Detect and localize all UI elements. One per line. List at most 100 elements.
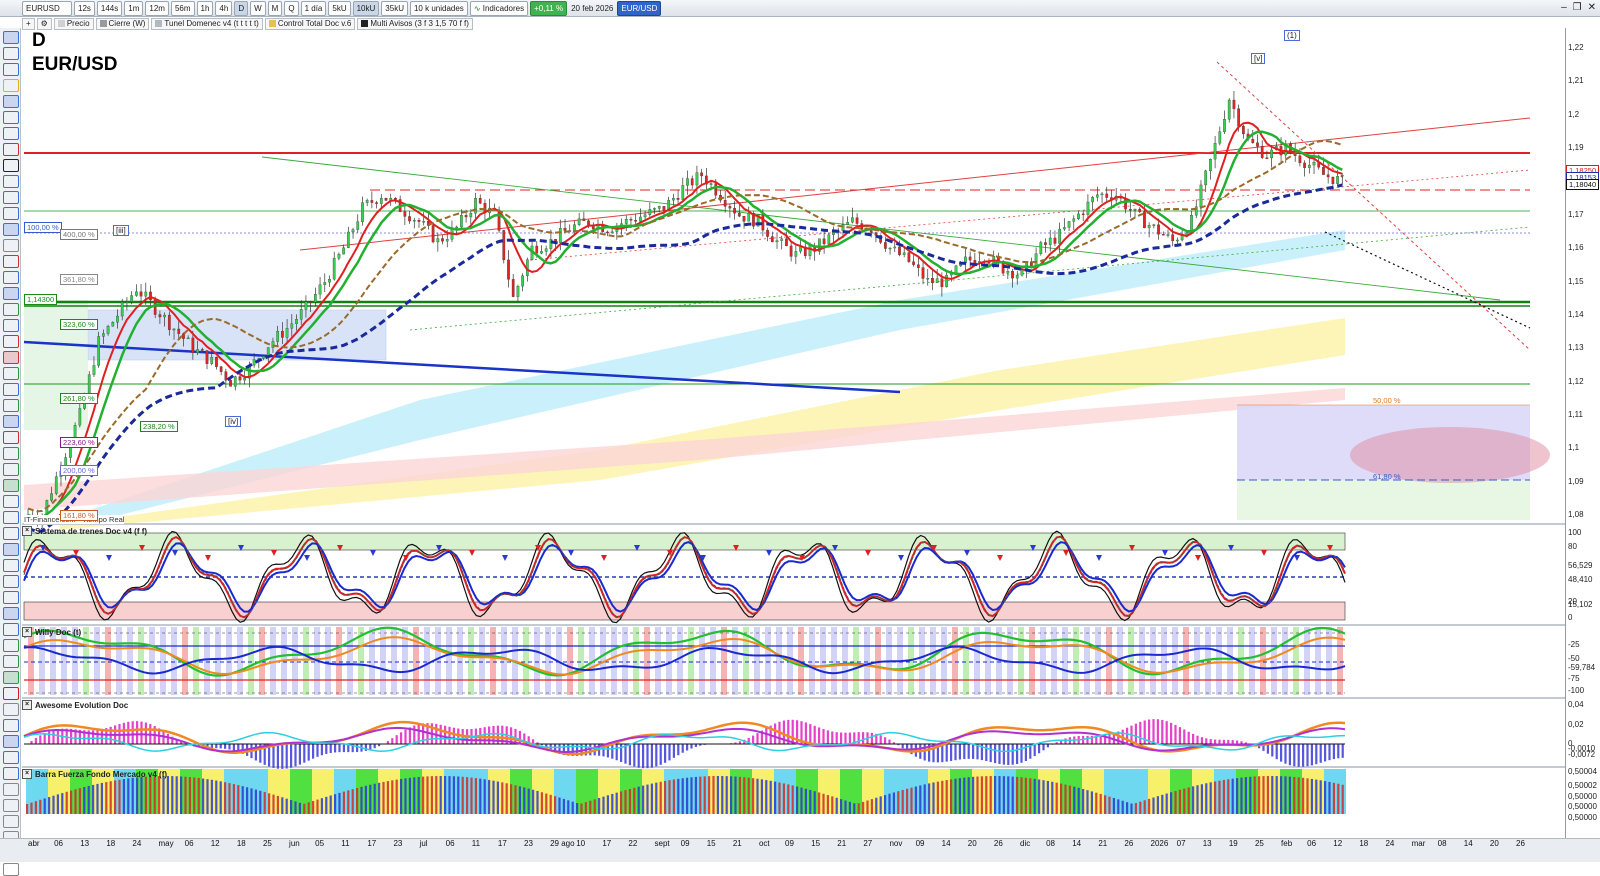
bar-background xyxy=(853,627,859,695)
time-axis-label: 23 xyxy=(524,839,533,848)
time-axis-label: 07 xyxy=(1177,839,1186,848)
candle-body xyxy=(366,200,368,202)
histogram-bar xyxy=(1135,724,1137,744)
price-axis-label: 1,16 xyxy=(1568,243,1584,252)
candle-body xyxy=(945,275,947,287)
signal-triangle xyxy=(172,550,178,556)
candle-body xyxy=(1252,139,1254,143)
willy-blue xyxy=(24,647,1345,674)
close-panel-icon[interactable]: × xyxy=(22,526,32,536)
strength-bar xyxy=(1144,800,1146,814)
strength-bar xyxy=(1152,798,1154,814)
strength-bar xyxy=(184,777,186,814)
signal-triangle xyxy=(1195,555,1201,561)
candle-body xyxy=(936,279,938,283)
candle-body xyxy=(521,276,523,286)
strength-bar xyxy=(937,782,939,814)
strength-bar xyxy=(435,776,437,814)
candle-body xyxy=(908,253,910,262)
candle-body xyxy=(309,302,311,303)
candle-body xyxy=(776,241,778,242)
histogram-bar xyxy=(123,723,125,744)
strength-bar xyxy=(1267,776,1269,814)
histogram-bar xyxy=(888,740,890,744)
bar-background xyxy=(1315,627,1321,695)
bar-background xyxy=(677,627,683,695)
bar-background xyxy=(864,627,870,695)
candle-body xyxy=(1176,240,1178,241)
candle-body xyxy=(766,230,768,236)
strength-bar xyxy=(206,779,208,814)
strength-bar xyxy=(35,801,37,814)
indicator-axis-label: 0,02 xyxy=(1568,720,1584,729)
histogram-bar xyxy=(642,744,644,768)
candle-body xyxy=(1172,235,1174,241)
strength-bar xyxy=(294,801,296,814)
candle-body xyxy=(625,219,627,223)
strength-bar xyxy=(1029,778,1031,814)
histogram-bar xyxy=(1179,727,1181,744)
strength-bar xyxy=(932,783,934,814)
price-axis-label: 1,09 xyxy=(1568,477,1584,486)
histogram-bar xyxy=(941,744,943,762)
candle-body xyxy=(1341,175,1343,176)
candle-body xyxy=(328,279,330,282)
time-axis-label: 25 xyxy=(263,839,272,848)
strength-bar xyxy=(356,788,358,814)
strength-bar xyxy=(1100,794,1102,814)
strength-bar xyxy=(1025,778,1027,814)
candle-body xyxy=(738,213,740,216)
strength-bar xyxy=(334,794,336,814)
time-axis-label: 12 xyxy=(211,839,220,848)
bar-background xyxy=(633,627,639,695)
strength-bar xyxy=(387,781,389,814)
strength-bar xyxy=(1333,783,1335,814)
strength-bar xyxy=(660,782,662,814)
close-panel-icon[interactable]: × xyxy=(22,769,32,779)
candle-body xyxy=(517,286,519,296)
drawing-tool-icon[interactable] xyxy=(3,863,19,876)
strength-bar xyxy=(1082,789,1084,814)
candle-body xyxy=(941,279,943,287)
bar-background xyxy=(325,627,331,695)
histogram-bar xyxy=(805,722,807,744)
candle-body xyxy=(606,232,608,233)
price-axis-label: 1,08 xyxy=(1568,510,1584,519)
histogram-bar xyxy=(220,744,222,748)
histogram-bar xyxy=(1324,744,1326,761)
strength-bar xyxy=(976,777,978,814)
strength-bar xyxy=(1302,778,1304,814)
close-panel-icon[interactable]: × xyxy=(22,627,32,637)
strength-bar xyxy=(528,789,530,814)
histogram-bar xyxy=(1161,720,1163,744)
panel-separator xyxy=(22,624,1565,626)
histogram-bar xyxy=(1232,740,1234,744)
histogram-bar xyxy=(1271,744,1273,756)
histogram-bar xyxy=(1086,736,1088,744)
close-panel-icon[interactable]: × xyxy=(22,700,32,710)
bar-background xyxy=(710,627,716,695)
candle-body xyxy=(578,219,580,225)
histogram-bar xyxy=(277,744,279,769)
strength-bar xyxy=(638,787,640,814)
fib-zone xyxy=(88,310,386,360)
bar-background xyxy=(237,627,243,695)
histogram-bar xyxy=(1188,732,1190,744)
strength-bar xyxy=(61,793,63,814)
histogram-bar xyxy=(167,734,169,744)
strength-bar xyxy=(1262,776,1264,814)
bar-background xyxy=(501,627,507,695)
strength-bar xyxy=(127,778,129,814)
histogram-bar xyxy=(325,744,327,754)
fib-label: 200,00 % xyxy=(60,465,98,476)
strength-bar xyxy=(1069,786,1071,814)
candle-body xyxy=(234,377,236,387)
candle-body xyxy=(809,246,811,256)
signal-triangle xyxy=(1162,550,1168,556)
bar-background xyxy=(545,627,551,695)
histogram-bar xyxy=(453,728,455,744)
strength-bar xyxy=(1227,779,1229,814)
strength-bar xyxy=(1311,779,1313,814)
signal-triangle xyxy=(1294,555,1300,561)
